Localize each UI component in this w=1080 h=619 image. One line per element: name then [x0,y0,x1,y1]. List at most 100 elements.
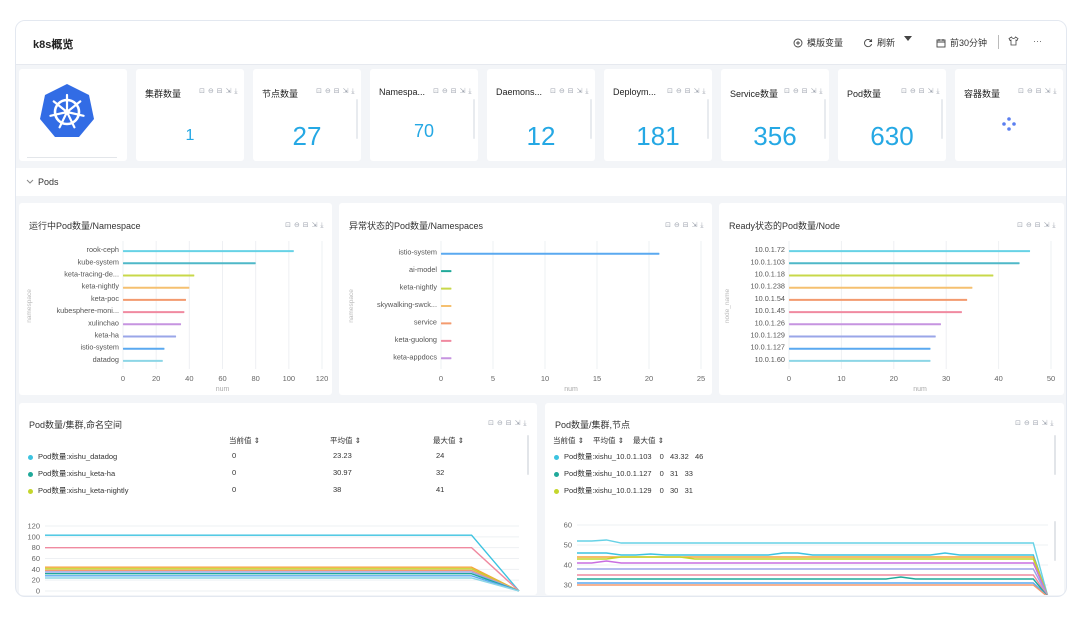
stat-toolbar-icons[interactable]: ⊡ ⊖ ⊟ ⇲ ⤓ [901,88,940,95]
panel-toolbar-icons[interactable]: ⊡ ⊖ ⊟ ⇲ ⤓ [1015,420,1054,427]
k8s-logo-card [19,69,127,161]
series-name: Pod数量:xishu_keta-ha [38,469,116,478]
x-tick-label: 60 [218,374,226,383]
col-average-header[interactable]: 平均值 ⇕ [593,436,624,445]
y-category-label: skywalking-swck... [377,300,437,309]
y-tick-label: 30 [564,581,572,590]
panel-toolbar-icons[interactable]: ⊡ ⊖ ⊟ ⇲ ⤓ [1017,222,1056,229]
toolbar-divider [998,35,999,49]
stat-card: Daemons... ⊡ ⊖ ⊟ ⇲ ⤓ 12 [487,69,595,161]
time-range-picker[interactable]: 前30分钟 [936,36,987,49]
bar [123,311,185,314]
series-dot [554,454,559,460]
series-line [577,576,1048,595]
loading-spinner-icon [1002,117,1016,131]
stat-toolbar-icons[interactable]: ⊡ ⊖ ⊟ ⇲ ⤓ [1018,88,1057,95]
refresh-label: 刷新 [877,38,896,48]
legend-row[interactable]: Pod数量:xishu_keta-ha [28,468,115,479]
stat-toolbar-icons[interactable]: ⊡ ⊖ ⊟ ⇲ ⤓ [550,88,589,95]
col-current-header[interactable]: 当前值 ⇕ [553,436,584,445]
stat-value: 70 [413,121,435,141]
refresh-interval-dropdown[interactable] [904,36,912,42]
stat-scrollbar[interactable] [707,99,709,139]
legend-row[interactable]: Pod数量:xishu_keta-nightly [28,485,128,496]
panel-pods-per-cluster-node: Pod数量/集群,节点 ⊡ ⊖ ⊟ ⇲ ⤓ 当前值 ⇕ 平均值 ⇕ 最大值 ⇕ … [545,403,1064,595]
stat-title: Daemons... [496,87,543,97]
pods-namespace-line-chart: 02040608010012017:11:0017:14:0017:17:001… [27,522,520,595]
panel-toolbar-icons[interactable]: ⊡ ⊖ ⊟ ⇲ ⤓ [488,420,527,427]
col-max-header[interactable]: 最大值 ⇕ [433,436,464,445]
template-variables-button[interactable]: 模版变量 [793,36,843,49]
legend-value-cur: 0 [232,451,237,460]
series-values: 0 31 33 [659,469,693,478]
dashboard-header: k8s概览 模版变量 刷新 前30分钟 ··· [16,21,1066,65]
y-tick-label: 100 [27,532,40,541]
stat-value: 12 [526,121,556,151]
x-tick-label: 0 [787,374,791,383]
panel-running-pods-per-namespace: 运行中Pod数量/Namespace ⊡ ⊖ ⊟ ⇲ ⤓ 0 20 40 60 80 10… [19,203,332,395]
y-axis-label: namespace [26,289,33,323]
bar [123,298,187,301]
x-tick-label: 20 [152,374,160,383]
chart-scrollbar[interactable] [1054,521,1056,561]
col-current-header[interactable]: 当前值 ⇕ [229,436,260,445]
stat-scrollbar[interactable] [356,99,358,139]
col-average-header[interactable]: 平均值 ⇕ [330,436,361,445]
stat-scrollbar[interactable] [473,99,475,139]
stat-card: Service数量 ⊡ ⊖ ⊟ ⇲ ⤓ 356 [721,69,829,161]
stat-scrollbar[interactable] [590,99,592,139]
pods-section-header[interactable]: Pods [16,168,1066,196]
bar [441,305,452,307]
stat-toolbar-icons[interactable]: ⊡ ⊖ ⊟ ⇲ ⤓ [316,88,355,95]
panel-toolbar-icons[interactable]: ⊡ ⊖ ⊟ ⇲ ⤓ [285,222,324,229]
stat-toolbar-icons[interactable]: ⊡ ⊖ ⊟ ⇲ ⤓ [199,88,238,95]
bar [441,322,452,325]
more-button[interactable]: ··· [1033,36,1042,46]
col-max-header[interactable]: 最大值 ⇕ [633,436,664,445]
series-line [577,539,1049,595]
stat-scrollbar[interactable] [824,99,826,139]
pods-node-line-chart: 30 40 50 60 [564,521,1049,595]
panel-toolbar-icons[interactable]: ⊡ ⊖ ⊟ ⇲ ⤓ [665,222,704,229]
stat-card: 节点数量 ⊡ ⊖ ⊟ ⇲ ⤓ 27 [253,69,361,161]
bar [789,250,1031,253]
stat-card: Deploym... ⊡ ⊖ ⊟ ⇲ ⤓ 181 [604,69,712,161]
legend-value-avg: 30.97 [333,468,352,477]
stat-scrollbar[interactable] [941,99,943,139]
legend-scrollbar[interactable] [527,435,529,475]
refresh-button[interactable]: 刷新 [863,36,895,49]
y-category-label: keta-tracing-de... [64,270,119,279]
legend-value-cur: 0 [232,468,237,477]
y-category-label: 10.0.1.60 [755,355,785,364]
stat-card: Pod数量 ⊡ ⊖ ⊟ ⇲ ⤓ 630 [838,69,946,161]
shirt-button[interactable] [1008,36,1019,46]
bar [789,262,1020,265]
y-category-label: 10.0.1.54 [755,294,785,303]
y-axis-label: node_name [724,288,731,323]
y-category-label: keta-poc [91,294,119,303]
legend-row[interactable]: Pod数量:xishu_10.0.1.103 0 43.32 46 [554,451,703,462]
stat-toolbar-icons[interactable]: ⊡ ⊖ ⊟ ⇲ ⤓ [784,88,823,95]
legend-row[interactable]: Pod数量:xishu_10.0.1.127 0 31 33 [554,468,693,479]
stat-toolbar-icons[interactable]: ⊡ ⊖ ⊟ ⇲ ⤓ [667,88,706,95]
stat-title: 容器数量 [964,89,1001,99]
caret-down-icon [904,36,912,41]
kubernetes-logo [40,84,94,137]
series-name: Pod数量:xishu_10.0.1.103 [564,452,652,461]
logo-divider [27,157,117,158]
stat-title: Deploym... [613,87,657,97]
series-name: Pod数量:xishu_10.0.1.129 [564,486,652,495]
x-axis-label: num [913,386,927,393]
legend-value-max: 24 [436,451,445,460]
legend-scrollbar[interactable] [1054,435,1056,475]
legend-row[interactable]: Pod数量:xishu_10.0.1.129 0 30 31 [554,485,693,496]
legend-row[interactable]: Pod数量:xishu_datadog [28,451,117,462]
stat-toolbar-icons[interactable]: ⊡ ⊖ ⊟ ⇲ ⤓ [433,88,472,95]
legend-value-max: 41 [436,485,445,494]
y-category-label: 10.0.1.45 [755,306,785,315]
stat-value: 181 [636,121,680,151]
bar [123,347,165,350]
x-tick-label: 10 [837,374,845,383]
series-line [45,546,520,592]
y-category-label: 10.0.1.238 [751,282,786,291]
